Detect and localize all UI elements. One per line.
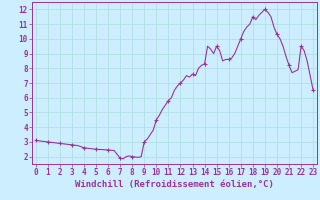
X-axis label: Windchill (Refroidissement éolien,°C): Windchill (Refroidissement éolien,°C): [75, 180, 274, 189]
